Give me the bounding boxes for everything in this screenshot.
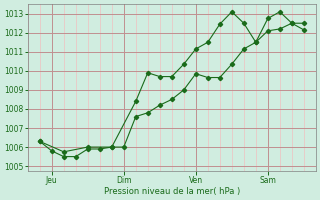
X-axis label: Pression niveau de la mer( hPa ): Pression niveau de la mer( hPa ) bbox=[104, 187, 240, 196]
